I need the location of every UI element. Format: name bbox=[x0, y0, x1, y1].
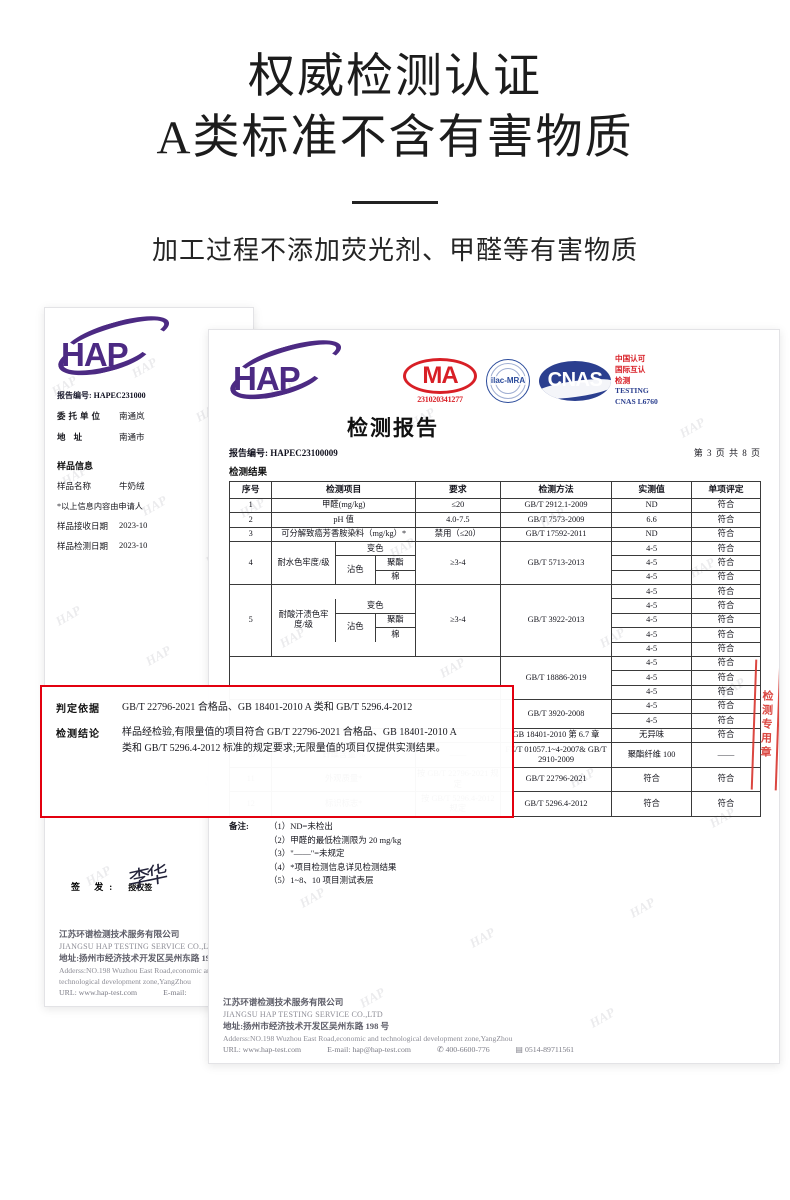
basis-value: GB/T 22796-2021 合格品、GB 18401-2010 A 类和 G… bbox=[122, 702, 413, 714]
footer-address-en: Adderss:NO.198 Wuzhou East Road,economic… bbox=[59, 965, 215, 986]
fax-icon: ▤ bbox=[515, 1044, 524, 1054]
results-section-title: 检测结果 bbox=[229, 467, 268, 478]
table-row: 4-5 符合 bbox=[230, 684, 762, 700]
phone-icon: ✆ bbox=[436, 1044, 444, 1054]
table-row: 5 耐酸汗渍色牢度/级 变色 沾色 聚酯 bbox=[228, 584, 762, 657]
footer-contact: URL: www.hap-test.com E-mail: bbox=[59, 987, 253, 998]
signature-auth-label: 授权签 bbox=[128, 883, 153, 893]
basis-label: 判定依据 bbox=[56, 704, 100, 716]
th-no: 序号 bbox=[228, 480, 273, 499]
page-title-line2: A类标准不含有害物质 bbox=[156, 111, 634, 164]
cnas-caption: 中国认可 国际互认 检测 TESTING CNAS L6760 bbox=[615, 354, 658, 407]
cma-logo-icon: MA 231020341277 bbox=[403, 357, 477, 404]
basis-row: 判定依据 GB/T 22796-2021 合格品、GB 18401-2010 A… bbox=[56, 700, 496, 717]
footer-company-cn: 江苏环谱检测技术服务有限公司 bbox=[59, 929, 180, 940]
certificates-area: HAP HAP HAP HAP HAP HAP HAP HAP HAP HAP … bbox=[0, 307, 790, 1097]
left-test-date-row: 样品检测日期 2023-10 bbox=[57, 540, 148, 552]
footer-address-cn: 地址:扬州市经济技术开发区吴州东路 198 号 bbox=[59, 953, 226, 964]
report-title: 检测报告 bbox=[347, 415, 439, 440]
footer-fax: ▤ 0514-89711561 bbox=[515, 1044, 575, 1054]
table-row: 4-5 符合 bbox=[230, 670, 762, 686]
table-row: 4 耐水色牢度/级 变色 沾色 聚酯 bbox=[228, 540, 762, 586]
notes-label: 备注: bbox=[229, 821, 249, 832]
footer-company-cn: 江苏环谱检测技术服务有限公司 bbox=[223, 997, 344, 1008]
notes-body: （1）ND=未检出 （2）甲醛的最低检测限为 20 mg/kg （3）"——"=… bbox=[269, 820, 401, 888]
left-sample-section-title: 样品信息 bbox=[57, 461, 94, 472]
footer-contact: URL: www.hap-test.com E-mail: hap@hap-te… bbox=[223, 1044, 779, 1055]
signature-scribble: 李华 bbox=[128, 860, 166, 894]
th-item: 检测项目 bbox=[271, 480, 416, 499]
footer-phone: ✆ 400-6600-776 bbox=[436, 1044, 490, 1054]
th-result: 实测值 bbox=[611, 480, 692, 499]
table-row: 4-5 符合 bbox=[230, 612, 762, 629]
right-report-number: 报告编号: HAPEC23100009 bbox=[229, 447, 338, 458]
th-eval: 单项评定 bbox=[690, 480, 762, 499]
page-indicator: 第 3 页 共 8 页 bbox=[693, 447, 761, 458]
th-method: 检测方法 bbox=[499, 480, 613, 499]
left-report-number: 报告编号: HAPEC231000 bbox=[57, 391, 146, 401]
note-item: （4）*项目检测信息详见检测结果 bbox=[269, 861, 397, 872]
footer-email[interactable]: E-mail: hap@hap-test.com bbox=[327, 1044, 411, 1054]
conclusion-label: 检测结论 bbox=[56, 728, 100, 740]
certificate-left-content: HAP 报告编号: HAPEC231000 委托单位 南通岚 地 址 南通市 样… bbox=[45, 308, 253, 552]
hap-logo-icon: HAP bbox=[226, 331, 347, 408]
conclusion-highlight-box: 判定依据 GB/T 22796-2021 合格品、GB 18401-2010 A… bbox=[40, 685, 514, 819]
hap-logo-text: HAP bbox=[233, 360, 301, 398]
hap-logo-icon: HAP bbox=[54, 308, 175, 384]
right-doc-header: HAP MA 231020341277 ilac-MRA CNAS bbox=[226, 331, 761, 408]
footer-company-en: JIANGSU HAP TESTING SERVICE CO.,LTD bbox=[223, 1009, 383, 1019]
footer-url[interactable]: URL: www.hap-test.com bbox=[223, 1044, 302, 1054]
page-subtitle: 加工过程不添加荧光剂、甲醛等有害物质 bbox=[151, 236, 638, 266]
note-item: （2）甲醛的最低检测限为 20 mg/kg bbox=[269, 834, 402, 845]
footer-url[interactable]: URL: www.hap-test.com bbox=[59, 987, 138, 997]
th-req: 要求 bbox=[414, 480, 501, 499]
footer-email[interactable]: E-mail: bbox=[163, 987, 187, 997]
note-item: （5）1~8、10 项目测试表层 bbox=[269, 875, 374, 886]
sign-label: 签 发: bbox=[71, 882, 119, 893]
cnas-logo-icon: CNAS 中国认可 国际互认 检测 TESTING CNAS L6760 bbox=[539, 354, 658, 408]
table-row: 2 pH 值 4.0-7.5 GB/T 7573-2009 6.6 符合 bbox=[228, 512, 762, 528]
footer-address-en: Adderss:NO.198 Wuzhou East Road,economic… bbox=[223, 1033, 513, 1043]
note-item: （3）"——"=未规定 bbox=[269, 848, 345, 859]
signature: 李华 授权签 bbox=[128, 856, 200, 894]
table-row: 1 甲醛(mg/kg) ≤20 GB/T 2912.1-2009 ND 符合 bbox=[228, 497, 762, 514]
conclusion-value: 样品经检验,有限量值的项目符合 GB/T 22796-2021 合格品、GB 1… bbox=[122, 726, 457, 755]
conclusion-row: 检测结论 样品经检验,有限量值的项目符合 GB/T 22796-2021 合格品… bbox=[56, 725, 496, 758]
cma-logo-text: MA bbox=[403, 357, 477, 394]
table-row: GB/T 18886-2019 4-5 符合 bbox=[228, 655, 762, 700]
left-client-row: 委托单位 南通岚 bbox=[57, 411, 145, 422]
footer-company-en: JIANGSU HAP TESTING SERVICE CO.,LTD bbox=[59, 941, 219, 951]
footer-address-cn: 地址:扬州市经济技术开发区吴州东路 198 号 bbox=[223, 1021, 390, 1032]
page-header: 权威检测认证 A类标准不含有害物质 加工过程不添加荧光剂、甲醛等有害物质 bbox=[0, 0, 790, 267]
left-signature-block: 签 发: 李华 授权签 bbox=[71, 856, 200, 894]
red-seal-stamp: 检测专用章 bbox=[750, 659, 779, 791]
ilac-logo-text: ilac-MRA bbox=[489, 376, 527, 386]
left-address-row: 地 址 南通市 bbox=[57, 432, 145, 443]
cma-number: 231020341277 bbox=[417, 394, 463, 404]
hap-logo-text: HAP bbox=[61, 336, 129, 374]
table-row: 4-5 符合 bbox=[230, 598, 762, 614]
title-divider bbox=[352, 201, 438, 205]
accreditation-logos: MA 231020341277 ilac-MRA CNAS 中国认可 国际互认 … bbox=[403, 354, 658, 408]
left-footer: 江苏环谱检测技术服务有限公司 JIANGSU HAP TESTING SERVI… bbox=[45, 928, 253, 998]
right-footer: 江苏环谱检测技术服务有限公司 JIANGSU HAP TESTING SERVI… bbox=[209, 996, 779, 1055]
left-sample-name-row: 样品名称 牛奶绒 bbox=[57, 481, 145, 492]
cnas-logo-text: CNAS bbox=[547, 369, 603, 392]
left-receive-date-row: 样品接收日期 2023-10 bbox=[57, 520, 148, 532]
table-notes: 备注: （1）ND=未检出 （2）甲醛的最低检测限为 20 mg/kg （3）"… bbox=[229, 820, 761, 888]
report-meta: 报告编号: HAPEC23100009 第 3 页 共 8 页 bbox=[229, 446, 761, 459]
table-header-row: 序号 检测项目 要求 检测方法 实测值 单项评定 bbox=[228, 480, 762, 499]
table-row: 4-5 符合 bbox=[230, 641, 762, 657]
ilac-mra-logo-icon: ilac-MRA bbox=[486, 358, 530, 403]
note-item: （1）ND=未检出 bbox=[269, 821, 333, 832]
page-title-line1: 权威检测认证 bbox=[248, 51, 542, 103]
table-row: 3 可分解致癌芳香胺染料（mg/kg）* 禁用（≤20） GB/T 17592-… bbox=[228, 526, 762, 543]
left-sample-note: *以上信息内容由申请人 bbox=[57, 502, 143, 512]
